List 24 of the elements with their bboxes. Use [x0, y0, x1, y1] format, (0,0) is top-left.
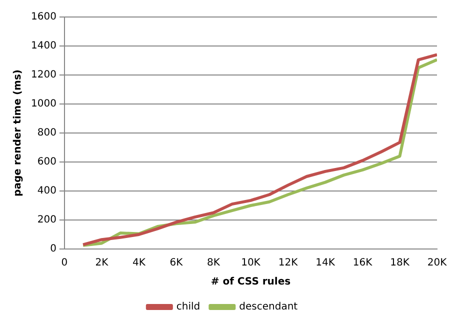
- y-tick-label: 1200: [30, 70, 56, 81]
- x-axis-title: # of CSS rules: [210, 276, 291, 288]
- y-tick-label: 1600: [30, 12, 56, 23]
- x-tick-label: 4K: [132, 258, 146, 269]
- y-tick-label: 1400: [30, 40, 56, 52]
- x-tick-label: 2K: [95, 258, 109, 269]
- y-tick-label: 200: [37, 214, 56, 226]
- x-tick-label: 14K: [316, 258, 336, 269]
- x-tick-label: 20K: [427, 258, 448, 269]
- x-tick-label: 12K: [278, 258, 298, 269]
- x-tick-label: 18K: [390, 258, 410, 269]
- legend-label: descendant: [239, 302, 298, 313]
- y-tick-label: 1000: [30, 98, 56, 110]
- x-tick-label: 16K: [352, 258, 373, 269]
- y-tick-label: 600: [37, 156, 56, 168]
- legend-label: child: [176, 302, 200, 313]
- y-tick-label: 400: [37, 186, 56, 197]
- x-tick-label: 6K: [170, 258, 184, 269]
- y-tick-label: 0: [50, 244, 56, 255]
- y-tick-label: 800: [37, 128, 56, 139]
- x-tick-label: 0: [61, 258, 68, 269]
- y-axis-title: page render time (ms): [12, 70, 24, 196]
- x-tick-label: 8K: [207, 258, 220, 269]
- x-tick-label: 10K: [241, 258, 261, 269]
